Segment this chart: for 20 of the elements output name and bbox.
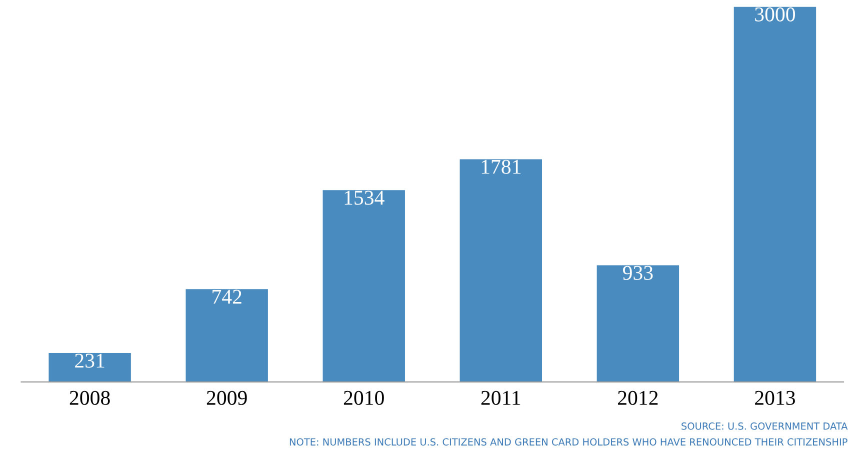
data-label: 3000 [755,7,796,22]
bar [186,289,268,382]
bar [460,159,542,382]
bar [322,190,405,382]
x-tick-label: 2010 [344,390,384,405]
data-label: 1534 [344,190,384,205]
x-tick-label: 2009 [206,390,247,405]
bar [596,265,680,382]
x-tick-label: 2008 [70,390,110,405]
x-tick-label: 2013 [755,390,795,405]
text: NOTE: NUMBERS INCLUDE U.S. CITIZENS AND GREEN CARD HOLDERS WHO HAVE RENOUNCED THEIR CITIZENSHIP [290,438,848,446]
data-label: 231 [75,354,104,368]
source-note: SOURCE: U.S. GOVERNMENT DATA [682,422,848,430]
bar [48,353,131,382]
data-label: 1781 [482,160,520,174]
data-label: 933 [622,266,653,280]
x-tick-label: 2011 [481,390,520,405]
bar [734,6,816,382]
x-tick-label: 2012 [618,390,658,405]
data-label: 742 [212,290,242,304]
